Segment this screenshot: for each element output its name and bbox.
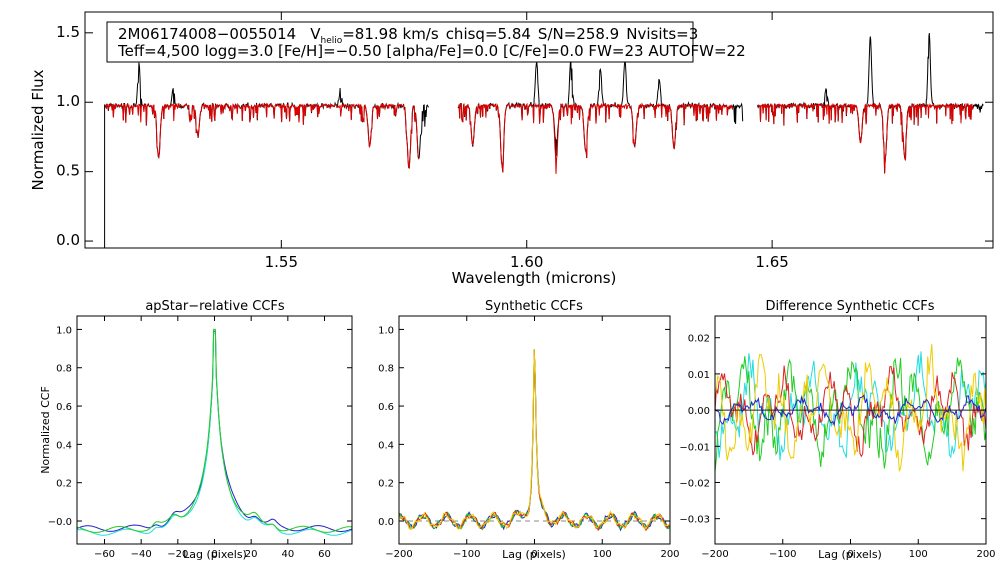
difference-ytick-label: 0.02 [688, 334, 710, 345]
apstar-ylabel: Normalized CCF [39, 386, 52, 474]
difference-ccf-blue [714, 394, 987, 427]
spectrum-xlabel: Wavelength (microns) [452, 269, 617, 287]
synthetic-ccf-visit-2 [398, 349, 670, 531]
synthetic-xtick-label: −200 [385, 549, 412, 560]
synthetic-xtick-label: −100 [453, 549, 480, 560]
apstar-ytick-label: −0.0 [48, 517, 72, 528]
spectrum-ytick-label: 1.5 [56, 23, 80, 41]
synthetic-ccf-panel: −200 −100 0 100 200 0.0 0.2 0.4 0.6 0.8 1.0 Synthe… [378, 299, 679, 561]
apstar-axes-frame [76, 315, 353, 545]
apstar-xtick-label: 0 [211, 549, 217, 560]
synthetic-xtick-label: 100 [593, 549, 612, 560]
apstar-xtick-label: 20 [245, 549, 258, 560]
spectrum-axes-frame [84, 11, 994, 249]
difference-ccf-panel: −200 −100 0 100 200 0.02 0.01 0.00 −0.01 −0.02 −0.… [679, 299, 995, 561]
apstar-ytick-label: 0.6 [56, 402, 72, 413]
observed-spectrum-chip-3 [756, 32, 984, 174]
apstar-ccf-panel: −60 −40 −20 0 20 40 60 −0.0 0.2 0.4 0.6 0.8 1.0 apSt… [39, 299, 353, 561]
apstar-xtick-label: −60 [94, 549, 115, 560]
synthetic-xtick-label: 0 [531, 549, 537, 560]
apstar-xtick-label: 40 [281, 549, 294, 560]
synthetic-ytick-label: 0.6 [378, 402, 394, 413]
synthetic-ytick-label: 1.0 [378, 325, 394, 336]
apstar-title: apStar−relative CCFs [145, 299, 285, 314]
model-spectrum-chip-1 [104, 102, 420, 169]
spectrum-panel: 1.55 1.60 1.65 0.0 0.5 1.0 1.5 2M06174008−0055… [29, 11, 994, 287]
model-spectrum-chip-3 [757, 102, 974, 174]
spectrum-legend-box [106, 21, 694, 63]
synthetic-ytick-label: 0.4 [378, 440, 394, 451]
synthetic-ytick-label: 0.8 [378, 364, 394, 375]
apstar-xtick-label: 60 [318, 549, 331, 560]
apstar-xtick-label: −20 [167, 549, 188, 560]
apstar-ytick-label: 0.4 [56, 440, 72, 451]
legend-line-1: 2M06174008−0055014 Vhelio=81.98 km/s chisq… [118, 25, 698, 46]
difference-ytick-label: −0.03 [679, 515, 710, 526]
apstar-ccf-visit-3 [76, 328, 353, 533]
synthetic-ytick-label: 0.0 [378, 517, 394, 528]
difference-ytick-label: −0.01 [679, 442, 710, 453]
difference-xtick-label: −200 [701, 549, 728, 560]
difference-xtick-label: 100 [909, 549, 928, 560]
difference-ccf-yellow [714, 344, 987, 472]
observed-spectrum-chip-1 [104, 62, 430, 248]
difference-ytick-label: 0.01 [688, 370, 710, 381]
apstar-ytick-label: 0.8 [56, 364, 72, 375]
synthetic-title: Synthetic CCFs [485, 299, 583, 314]
synthetic-xtick-label: 200 [660, 549, 679, 560]
model-spectrum-chip-2 [458, 102, 734, 174]
apstar-xtick-label: −40 [131, 549, 152, 560]
spectrum-ylabel: Normalized Flux [29, 69, 47, 190]
difference-ccf-red [714, 365, 987, 458]
spectrum-ytick-label: 1.0 [56, 92, 80, 110]
apstar-xlabel: Lag (pixels) [183, 548, 247, 561]
apstar-ccf-visit-1 [76, 330, 353, 532]
legend-line-2: Teff=4,500 logg=3.0 [Fe/H]=−0.50 [alpha/… [117, 42, 746, 60]
apstar-ytick-label: 0.2 [56, 479, 72, 490]
apstar-ytick-label: 1.0 [56, 325, 72, 336]
spectrum-xtick-label: 1.55 [265, 253, 298, 271]
difference-ytick-label: 0.00 [688, 406, 710, 417]
synthetic-xlabel: Lag (pixels) [502, 548, 566, 561]
spectrum-ytick-label: 0.0 [56, 231, 80, 249]
spectrum-xtick-label: 1.60 [510, 253, 543, 271]
spectrum-xtick-label: 1.65 [755, 253, 788, 271]
synthetic-ytick-label: 0.2 [378, 479, 394, 490]
apstar-ccf-visit-2 [76, 332, 353, 536]
difference-xtick-label: −100 [769, 549, 796, 560]
difference-ytick-label: −0.02 [679, 478, 710, 489]
difference-xlabel: Lag (pixels) [818, 548, 882, 561]
difference-xtick-label: 0 [847, 549, 853, 560]
difference-xtick-label: 200 [976, 549, 995, 560]
difference-title: Difference Synthetic CCFs [765, 299, 934, 314]
spectrum-ytick-label: 0.5 [56, 162, 80, 180]
synthetic-ccf-visit-4 [398, 349, 670, 531]
difference-ccf-green [714, 356, 987, 473]
